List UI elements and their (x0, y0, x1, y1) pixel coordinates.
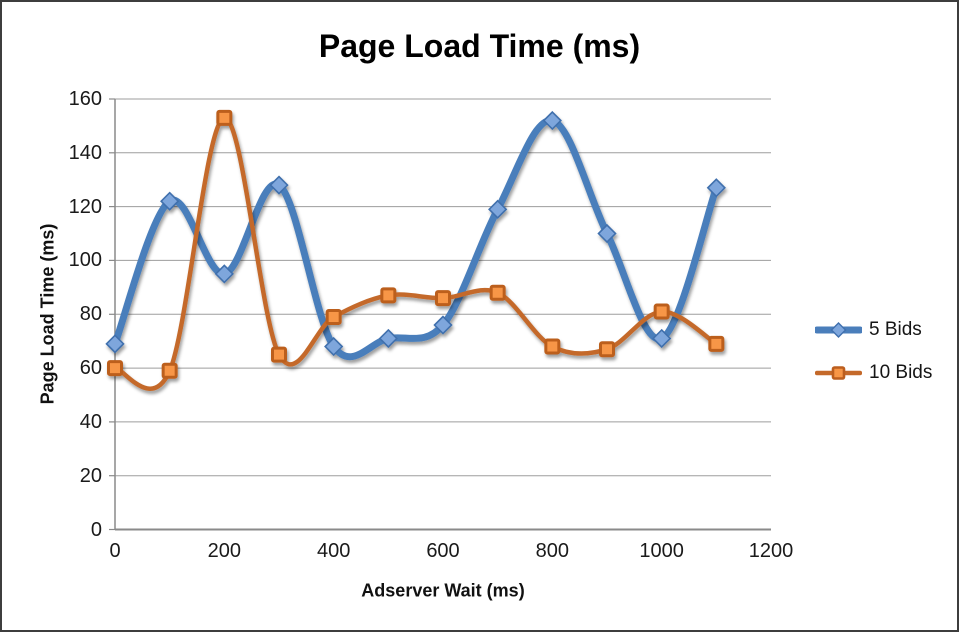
data-point-square (107, 360, 123, 377)
x-tick-label: 200 (207, 540, 242, 562)
data-point-square (271, 346, 287, 363)
data-point-diamond (378, 328, 398, 349)
x-tick-label: 1200 (748, 540, 794, 562)
data-point-square (216, 109, 233, 126)
y-axis-title: Page Load Time (ms) (37, 223, 58, 405)
y-tick-label: 140 (68, 141, 102, 164)
axes (114, 99, 771, 531)
data-point-diamond (324, 336, 344, 357)
series-5-bids (105, 110, 726, 361)
data-point-diamond (269, 175, 289, 195)
data-point-diamond (433, 315, 453, 335)
legend-item-5-bids: 5 Bids (815, 319, 932, 341)
data-point-square (599, 341, 615, 358)
y-tick-label: 120 (68, 195, 102, 218)
data-point-diamond (488, 199, 508, 219)
x-tick-label: 600 (426, 540, 460, 562)
data-point-square (708, 335, 725, 352)
data-point-square (325, 308, 342, 325)
data-point-diamond (542, 110, 562, 131)
data-point-diamond (160, 191, 180, 211)
y-tick-label: 60 (79, 357, 102, 380)
series-layer (105, 109, 726, 391)
x-tick-label: 400 (316, 540, 351, 562)
series-line (111, 117, 720, 361)
legend-sample-square (831, 366, 846, 380)
data-point-diamond (105, 334, 125, 354)
data-point-diamond (706, 178, 726, 198)
legend-label: 10 Bids (869, 362, 933, 383)
y-tick-label: 40 (79, 410, 102, 433)
legend-item-10-bids: 10 Bids (815, 362, 932, 384)
legend: 5 Bids 10 Bids (815, 319, 932, 384)
chart-title: Page Load Time (ms) (318, 28, 641, 64)
y-tick-label: 20 (79, 464, 102, 487)
data-point-diamond (652, 328, 672, 349)
legend-sample-diamond (830, 322, 847, 338)
x-tick-label: 1000 (639, 540, 684, 562)
x-tick-label: 0 (109, 540, 121, 562)
data-point-square (380, 287, 397, 304)
y-tick-label: 0 (90, 518, 102, 541)
data-point-square (435, 290, 451, 307)
data-point-square (161, 362, 178, 379)
data-point-square (653, 303, 670, 320)
data-point-square (544, 338, 561, 355)
data-point-diamond (214, 264, 234, 284)
data-point-square (489, 284, 506, 301)
x-axis-title: Adserver Wait (ms) (361, 580, 525, 601)
legend-line-diamond-icon (815, 322, 862, 338)
y-tick-label: 160 (68, 88, 102, 110)
x-tick-label: 800 (535, 540, 570, 562)
series-10-bids (107, 109, 725, 391)
y-tick-label: 80 (79, 303, 102, 326)
legend-line-square-icon (815, 366, 862, 380)
data-point-diamond (597, 223, 617, 244)
gridlines (109, 98, 771, 531)
legend-label: 5 Bids (869, 319, 922, 340)
y-tick-label: 100 (68, 249, 102, 272)
